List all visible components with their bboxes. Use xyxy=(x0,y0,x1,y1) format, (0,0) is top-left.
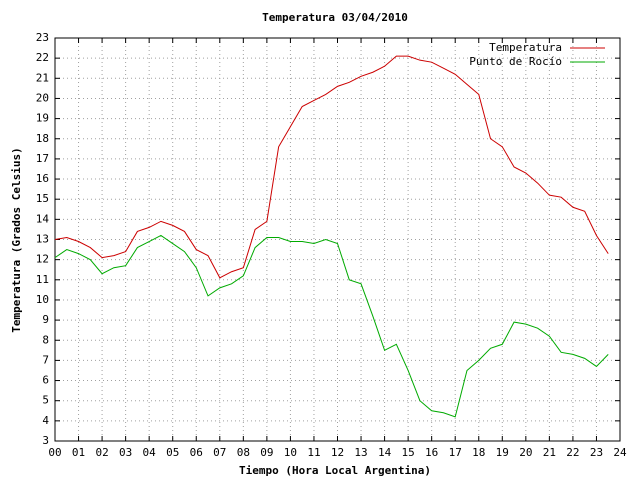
y-tick-label: 5 xyxy=(42,394,49,407)
y-tick-label: 12 xyxy=(36,253,49,266)
x-tick-label: 09 xyxy=(260,446,273,459)
x-tick-label: 08 xyxy=(237,446,250,459)
x-tick-label: 07 xyxy=(213,446,226,459)
y-tick-label: 21 xyxy=(36,71,49,84)
x-tick-label: 01 xyxy=(72,446,85,459)
x-tick-label: 04 xyxy=(143,446,157,459)
y-tick-label: 7 xyxy=(42,353,49,366)
y-tick-label: 6 xyxy=(42,374,49,387)
x-tick-label: 11 xyxy=(307,446,320,459)
x-tick-label: 23 xyxy=(590,446,603,459)
y-tick-label: 16 xyxy=(36,172,49,185)
x-tick-label: 22 xyxy=(566,446,579,459)
legend-label: Temperatura xyxy=(489,41,562,54)
y-tick-label: 17 xyxy=(36,152,49,165)
x-tick-label: 24 xyxy=(613,446,627,459)
y-tick-label: 15 xyxy=(36,192,49,205)
x-tick-label: 15 xyxy=(402,446,415,459)
x-tick-label: 05 xyxy=(166,446,179,459)
x-tick-label: 20 xyxy=(519,446,532,459)
x-tick-label: 19 xyxy=(496,446,509,459)
chart-title: Temperatura 03/04/2010 xyxy=(262,11,408,24)
y-tick-label: 18 xyxy=(36,132,49,145)
y-tick-label: 4 xyxy=(42,414,49,427)
x-tick-label: 12 xyxy=(331,446,344,459)
x-tick-label: 17 xyxy=(449,446,462,459)
y-tick-label: 14 xyxy=(36,212,50,225)
y-tick-label: 13 xyxy=(36,233,49,246)
x-axis-label: Tiempo (Hora Local Argentina) xyxy=(239,464,431,477)
x-tick-label: 14 xyxy=(378,446,392,459)
y-tick-label: 10 xyxy=(36,293,49,306)
x-tick-label: 06 xyxy=(190,446,203,459)
x-tick-label: 13 xyxy=(354,446,367,459)
y-tick-label: 23 xyxy=(36,31,49,44)
y-tick-label: 8 xyxy=(42,333,49,346)
y-axis-label: Temperatura (Grados Celsius) xyxy=(10,147,23,332)
legend-label: Punto de Rocío xyxy=(469,55,562,68)
y-tick-label: 3 xyxy=(42,434,49,447)
y-tick-label: 20 xyxy=(36,91,49,104)
x-tick-label: 03 xyxy=(119,446,132,459)
y-tick-label: 9 xyxy=(42,313,49,326)
series-line xyxy=(54,234,609,418)
x-tick-label: 00 xyxy=(48,446,61,459)
x-tick-label: 10 xyxy=(284,446,297,459)
x-tick-label: 21 xyxy=(543,446,556,459)
y-tick-label: 11 xyxy=(36,273,49,286)
x-tick-label: 02 xyxy=(95,446,108,459)
x-tick-label: 18 xyxy=(472,446,485,459)
x-tick-label: 16 xyxy=(425,446,438,459)
y-tick-label: 22 xyxy=(36,51,49,64)
y-tick-label: 19 xyxy=(36,112,49,125)
series-line xyxy=(54,55,609,279)
